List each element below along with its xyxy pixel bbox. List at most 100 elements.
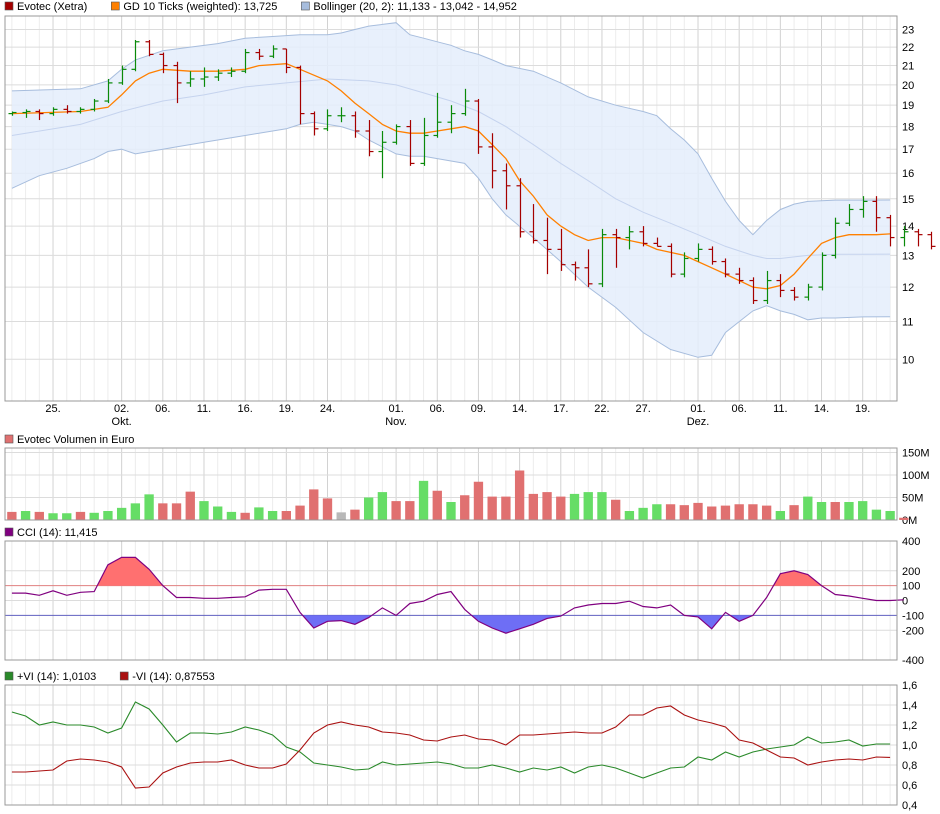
ohlc-bar — [818, 252, 827, 291]
volume-bar — [830, 502, 840, 520]
volume-bar — [501, 496, 511, 520]
x-tick-label: 06. — [732, 403, 747, 415]
volume-bar — [322, 498, 333, 520]
volume-bar — [597, 492, 607, 520]
volume-bar — [171, 503, 182, 520]
volume-bar — [281, 511, 291, 520]
vi-plus-line — [11, 701, 891, 779]
ohlc-bar — [776, 274, 785, 298]
y-tick-label: 0,4 — [902, 800, 917, 812]
ohlc-bar — [557, 228, 566, 271]
vortex-panel: +VI (14): 1,0103 -VI (14): 0,87553 1,6 1,4 1… — [4, 671, 917, 812]
volume-bar — [665, 504, 676, 520]
x-tick-label: 02. — [114, 403, 129, 415]
ohlc-bar — [914, 228, 923, 247]
volume-bar — [267, 511, 278, 520]
volume-bar — [7, 511, 17, 520]
y-tick-label: 0M — [902, 515, 917, 527]
ohlc-bar — [392, 124, 401, 145]
volume-bar — [473, 481, 484, 520]
ohlc-bar — [378, 131, 387, 179]
volume-bar — [309, 489, 319, 520]
ohlc-bar — [76, 107, 85, 114]
ohlc-bar — [200, 67, 209, 87]
y-tick-label: 200 — [902, 566, 920, 578]
ohlc-bar — [241, 48, 250, 74]
y-tick-label: 21 — [902, 61, 914, 73]
volume-bar — [638, 507, 648, 520]
volume-bar — [899, 517, 909, 520]
volume-bar — [432, 490, 442, 520]
y-tick-label: 12 — [902, 282, 914, 294]
x-tick-label: 01. — [690, 403, 705, 415]
volume-bar — [748, 504, 758, 520]
volume-bar — [514, 470, 525, 520]
legend-swatch — [4, 1, 14, 11]
ohlc-bar — [22, 109, 31, 118]
volume-bar — [213, 506, 223, 520]
x-tick-label: 01. — [388, 403, 403, 415]
ohlc-bar — [186, 71, 195, 87]
volume-bar — [816, 502, 827, 520]
volume-bar — [611, 499, 621, 520]
ohlc-bar — [420, 117, 429, 166]
cci-overbought-area — [97, 557, 163, 586]
ohlc-bar — [763, 270, 772, 304]
ohlc-bar — [667, 243, 676, 278]
bollinger-lower-line — [11, 121, 891, 358]
volume-bar — [734, 504, 744, 520]
y-tick-label: -400 — [902, 655, 924, 667]
x-tick-label: 19. — [855, 403, 870, 415]
ohlc-bar — [433, 92, 442, 138]
y-tick-label: 16 — [902, 168, 914, 180]
y-tick-label: -100 — [902, 610, 924, 622]
y-tick-label: 20 — [902, 80, 914, 92]
volume-bar — [542, 492, 552, 520]
x-tick-label: 14. — [512, 403, 527, 415]
volume-bar — [858, 501, 868, 520]
legend-label: -VI (14): 0,87553 — [132, 671, 215, 683]
volume-bar — [871, 509, 882, 520]
volume-bar — [240, 512, 250, 520]
ohlc-bar — [790, 287, 799, 301]
cci-oversold-area — [730, 615, 753, 622]
y-tick-label: 22 — [902, 42, 914, 54]
ohlc-bar — [269, 45, 278, 59]
x-tick-label: 11. — [197, 403, 211, 415]
ohlc-bar — [598, 228, 607, 288]
ohlc-bar — [845, 204, 854, 227]
ohlc-bar — [173, 61, 182, 104]
volume-bar — [569, 493, 580, 520]
ohlc-bar — [159, 52, 168, 74]
price-panel: Evotec (Xetra) GD 10 Ticks (weighted): 13… — [4, 1, 936, 428]
x-tick-label: 25. — [45, 403, 60, 415]
volume-bar — [226, 511, 237, 520]
ohlc-bar — [831, 217, 840, 259]
y-tick-label: 1,6 — [902, 680, 917, 692]
x-tick-label: 06. — [430, 403, 445, 415]
ohlc-bar — [214, 69, 223, 81]
volume-panel: Evotec Volumen in Euro 150M 100M 50M 0M — [4, 434, 930, 527]
ohlc-bar — [406, 120, 415, 166]
volume-bar — [789, 505, 799, 520]
legend-label: +VI (14): 1,0103 — [17, 671, 96, 683]
volume-bar — [707, 506, 717, 520]
ohlc-bar — [255, 48, 264, 60]
legend-swatch — [119, 671, 129, 681]
ohlc-bar — [735, 267, 744, 284]
x-tick-label: 17. — [553, 403, 568, 415]
y-tick-label: 100 — [902, 581, 920, 593]
volume-bar — [62, 513, 72, 520]
volume-bar — [75, 511, 86, 520]
y-tick-label: 1,2 — [902, 720, 917, 732]
y-tick-label: 17 — [902, 144, 914, 156]
ohlc-bar — [351, 111, 360, 138]
ohlc-bar — [859, 196, 868, 218]
cci-overbought-area — [773, 570, 822, 586]
ohlc-bar — [90, 98, 99, 112]
ohlc-bar — [571, 261, 580, 281]
y-tick-label: 1,0 — [902, 740, 917, 752]
legend-label: Evotec Volumen in Euro — [17, 434, 134, 446]
volume-bar — [254, 507, 264, 520]
ohlc-bar — [543, 217, 552, 275]
